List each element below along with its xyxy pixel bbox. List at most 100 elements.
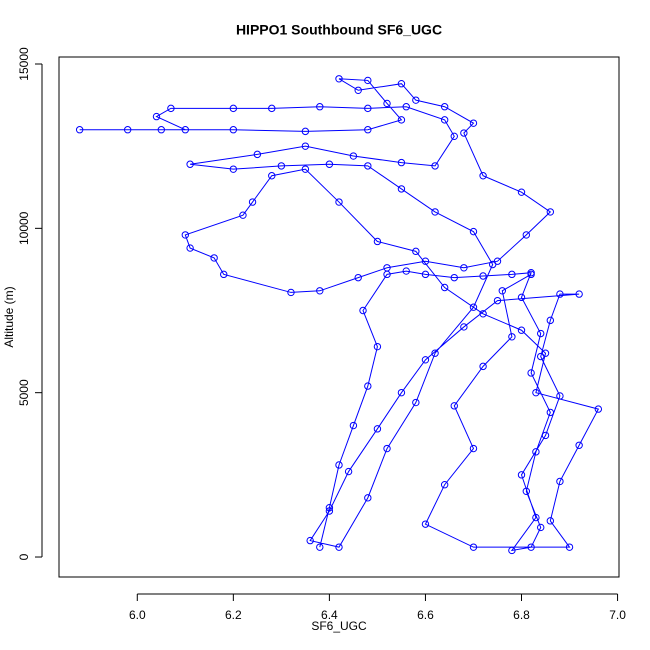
data-point [421,257,430,265]
data-point [157,126,165,134]
data-point [181,231,190,239]
data-point [546,408,555,417]
data-point [532,388,540,397]
y-tick-label: 15000 [17,47,31,81]
data-point [517,293,526,302]
data-point [306,536,314,545]
data-point [364,126,372,134]
data-point [440,116,449,124]
data-point [287,288,295,297]
y-tick-label: 10000 [17,211,31,245]
data-point [537,329,545,338]
data-point [440,283,449,292]
data-point [325,160,334,168]
data-point [364,494,372,502]
data-point [123,126,132,134]
data-point [383,264,391,272]
data-point [229,126,238,134]
data-point [546,517,555,525]
chart-title: HIPPO1 Southbound SF6_UGC [236,22,442,38]
data-point [397,388,406,397]
data-point [383,444,391,453]
data-point [181,126,190,134]
data-point [469,119,478,127]
data-point [493,257,502,265]
data-point [301,165,310,173]
data-point [229,104,238,113]
x-axis-label: SF6_UGC [311,619,367,633]
y-tick-label: 5000 [17,379,31,406]
data-point [335,461,343,469]
data-point [152,112,161,121]
data-point [402,267,410,275]
data-point [301,127,310,136]
data-point [268,172,276,180]
data-point [316,287,324,295]
data-point [460,323,468,331]
plot-frame [58,56,620,578]
data-point [397,185,406,193]
data-point [277,162,286,170]
x-tick-label: 6.8 [513,608,530,622]
data-point [575,290,583,298]
data-point [431,208,439,216]
data-point [383,99,391,108]
data-point [508,333,516,341]
data-point [450,132,458,141]
data-point [364,162,372,170]
data-point [421,270,430,279]
data-point [508,546,516,555]
data-point [325,507,334,515]
data-point [493,296,502,305]
data-point [546,316,555,325]
data-point [268,104,276,113]
data-point [316,543,324,551]
data-point [301,142,310,150]
data-point [349,152,358,160]
data-point [335,543,343,551]
data-point [527,270,535,279]
data-point [517,188,526,196]
data-point [541,349,550,357]
data-point [402,103,410,111]
data-point [412,247,420,256]
y-axis-label: Altitude (m) [2,286,16,347]
data-point [546,208,555,216]
data-point [359,306,367,315]
data-point [522,487,531,495]
data-point [325,504,334,512]
data-point [397,80,406,88]
data-point [469,227,478,236]
data-point [450,402,458,410]
data-point [541,431,550,440]
data-point [450,273,458,282]
data-point [527,543,535,551]
data-point [364,382,372,390]
y-tick-label: 0 [17,553,31,560]
data-point [556,290,564,298]
x-tick-label: 6.4 [321,608,338,622]
data-point [556,477,564,486]
data-point [349,421,358,430]
data-point [75,126,84,134]
data-point [479,272,487,280]
data-point [364,104,372,113]
data-point [373,342,382,351]
data-point [517,326,526,334]
data-point [460,129,468,137]
data-point [440,481,449,489]
data-point [373,425,382,433]
data-point [479,310,487,318]
data-point [186,160,194,168]
data-point [431,349,439,357]
data-point [229,165,238,173]
data-point [421,356,430,364]
data-point [517,471,526,479]
data-point [431,162,439,170]
data-point [344,467,353,476]
data-point [253,150,262,159]
data-point [373,237,382,246]
data-point [335,75,343,83]
data-point [412,398,420,407]
